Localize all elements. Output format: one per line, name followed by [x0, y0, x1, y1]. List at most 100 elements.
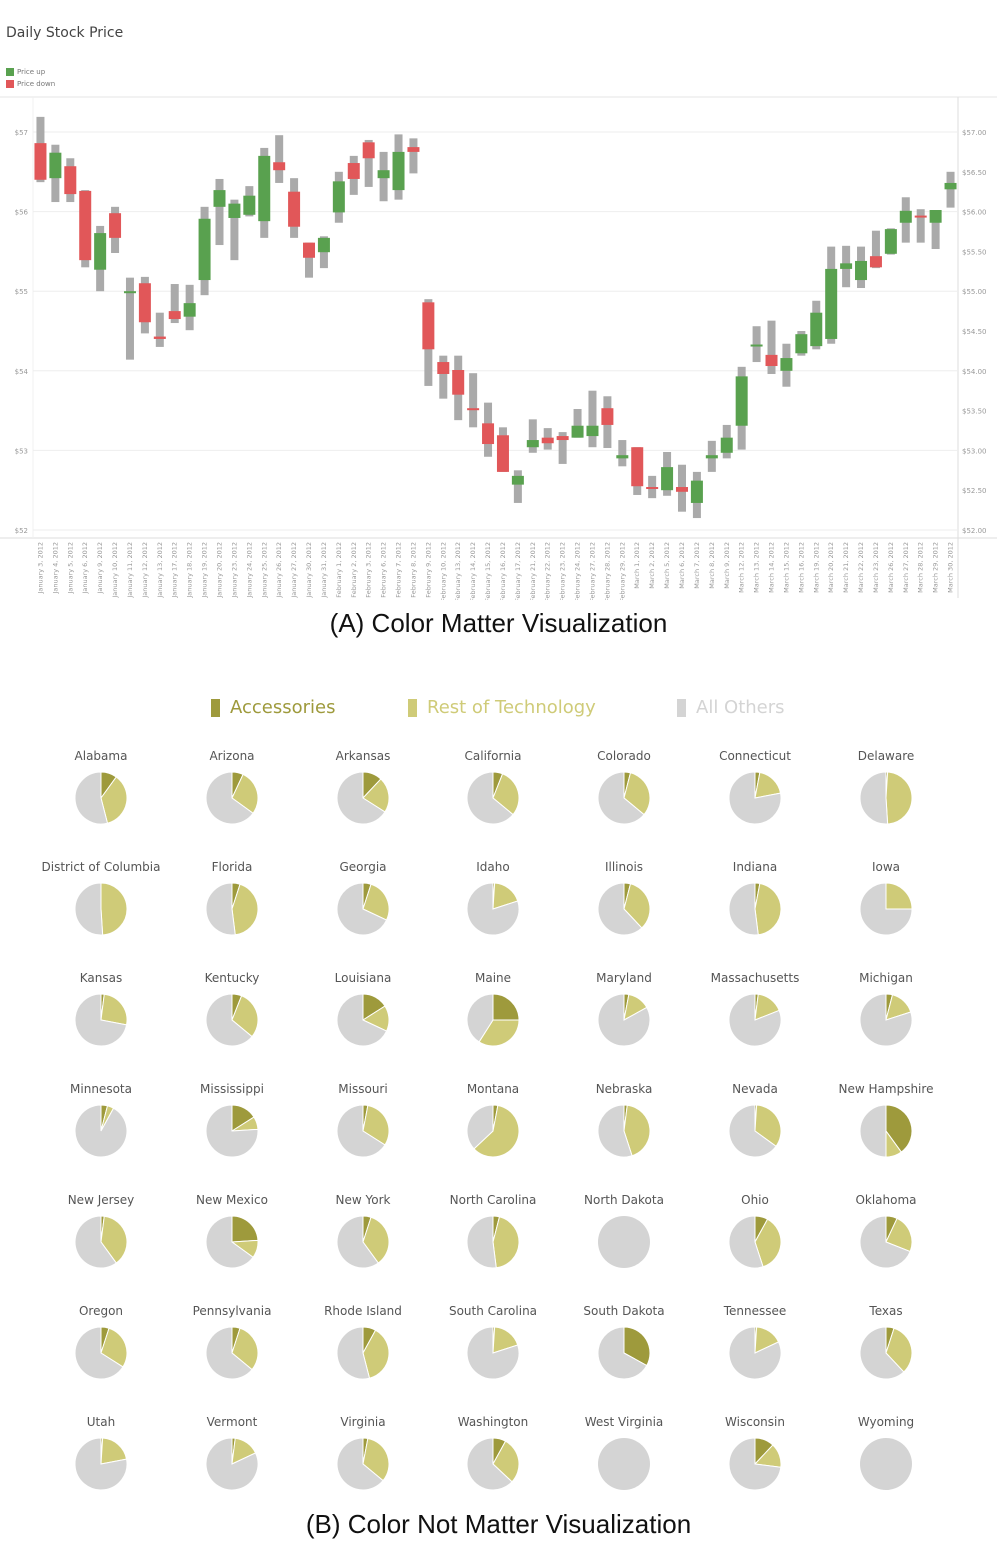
pie-slice-rest-of-technology	[231, 1327, 259, 1371]
candle-body-up	[526, 440, 539, 448]
caption-b: (B) Color Not Matter Visualization	[305, 1509, 692, 1539]
x-tick-label: January 30, 2012	[305, 542, 313, 599]
legend-label: Price down	[17, 80, 56, 88]
pie-label: Utah	[87, 1415, 115, 1429]
pie-label: Colorado	[597, 749, 651, 763]
candle-wick	[618, 440, 627, 467]
x-tick-label: March 12, 2012	[738, 542, 746, 593]
x-tick-label: January 20, 2012	[215, 542, 223, 599]
pie-slice-all-others	[336, 1326, 371, 1380]
pie-slice-all-others	[466, 882, 520, 936]
pie-grid: Alabama Arizona Arkansas California Colorado…	[42, 749, 934, 1491]
pie-label: Maryland	[596, 971, 652, 985]
state-pie: Idaho	[466, 860, 520, 936]
state-pie: Kentucky	[205, 971, 259, 1047]
y-tick-label-left: $57	[15, 129, 28, 137]
x-tick-label: February 22, 2012	[544, 542, 552, 600]
candle-body-up	[511, 475, 524, 485]
state-pie: Kansas	[74, 971, 128, 1047]
candle-wick	[439, 355, 448, 399]
x-tick-label: January 23, 2012	[230, 542, 238, 599]
pie-label: Idaho	[476, 860, 509, 874]
state-pie: South Carolina	[449, 1304, 537, 1380]
state-pie: New Jersey	[68, 1193, 134, 1269]
state-pie: West Virginia	[585, 1415, 663, 1490]
pie-slice-rest-of-technology	[623, 772, 651, 816]
candle-body-up	[198, 218, 211, 281]
pie-slice-rest-of-technology	[362, 778, 390, 813]
candle-body-up	[750, 344, 763, 347]
candle-wick	[767, 320, 776, 374]
pie-label: Pennsylvania	[193, 1304, 272, 1318]
pie-slice-rest-of-technology	[885, 882, 913, 910]
candle-wick	[469, 373, 478, 428]
pie-slice-all-others	[205, 1437, 259, 1491]
candle-body-down	[34, 143, 47, 180]
pie-label: Rhode Island	[324, 1304, 402, 1318]
pie-slice-accessories	[623, 1326, 651, 1367]
pie-slice-all-others	[336, 882, 388, 936]
candle-wick	[946, 171, 955, 208]
pie-slice-all-others	[466, 993, 494, 1043]
state-pie: Maine	[466, 971, 520, 1047]
x-tick-label: March 30, 2012	[947, 542, 955, 593]
pie-slice-all-others	[336, 1104, 386, 1158]
state-pie: Wyoming	[858, 1415, 914, 1490]
x-tick-label: March 20, 2012	[827, 542, 835, 593]
candle-body-up	[243, 195, 256, 215]
pie-label: Alabama	[75, 749, 128, 763]
y-tick-label-right: $56.00	[962, 209, 987, 217]
x-tick-label: March 27, 2012	[902, 542, 910, 593]
state-pie: Alabama	[74, 749, 128, 825]
pie-label: New Hampshire	[839, 1082, 934, 1096]
x-tick-label: February 28, 2012	[603, 542, 611, 600]
pie-slice-all-others	[336, 771, 386, 825]
pie-label: North Dakota	[584, 1193, 664, 1207]
x-tick-label: January 6, 2012	[81, 542, 89, 595]
candle-body-up	[228, 203, 241, 218]
pie-label: Minnesota	[70, 1082, 132, 1096]
x-tick-label: January 12, 2012	[141, 542, 149, 599]
candle-wick	[558, 432, 567, 464]
pie-slice-all-others	[728, 1104, 777, 1158]
x-tick-label: March 2, 2012	[648, 542, 656, 589]
state-pie: Washington	[458, 1415, 528, 1491]
candle-body-down	[646, 487, 659, 490]
state-pie: Oklahoma	[855, 1193, 917, 1269]
state-pie: Utah	[74, 1415, 128, 1491]
state-pie: Colorado	[597, 749, 651, 825]
x-tick-label: January 31, 2012	[320, 542, 328, 599]
candle-body-down	[79, 190, 92, 261]
y-tick-label-left: $54	[15, 368, 29, 376]
state-pie: Georgia	[336, 860, 390, 936]
x-tick-label: January 18, 2012	[186, 542, 194, 599]
x-tick-label: March 19, 2012	[812, 542, 820, 593]
x-tick-label: January 26, 2012	[275, 542, 283, 599]
state-pie: Florida	[205, 860, 259, 936]
pie-slice-all-others	[336, 993, 388, 1047]
pie-slice-all-others	[728, 1326, 782, 1380]
pie-label: Iowa	[872, 860, 900, 874]
candle-body-down	[482, 423, 495, 445]
pie-slice-rest-of-technology	[100, 776, 128, 824]
pie-label: Virginia	[340, 1415, 385, 1429]
candle-body-up	[929, 210, 942, 223]
state-pie: District of Columbia	[42, 860, 160, 936]
x-tick-label: February 7, 2012	[395, 542, 403, 598]
pie-slice-all-others	[74, 771, 109, 825]
pie-slice-rest-of-technology	[885, 1327, 913, 1373]
pie-label: Oregon	[79, 1304, 123, 1318]
legend-label: All Others	[696, 697, 785, 718]
pie-label: Wyoming	[858, 1415, 914, 1429]
state-pie: Ohio	[728, 1193, 782, 1269]
x-tick-label: March 8, 2012	[708, 542, 716, 589]
state-pie: South Dakota	[583, 1304, 665, 1380]
pie-slice-rest-of-technology	[492, 1440, 520, 1483]
candle-body-down	[303, 242, 316, 258]
candle-wick	[752, 326, 761, 363]
pie-slice-all-others	[74, 993, 128, 1047]
state-pie: Montana	[466, 1082, 520, 1158]
pie-label: Oklahoma	[855, 1193, 916, 1207]
x-tick-label: March 7, 2012	[693, 542, 701, 589]
pie-slice-all-others	[860, 1438, 912, 1490]
